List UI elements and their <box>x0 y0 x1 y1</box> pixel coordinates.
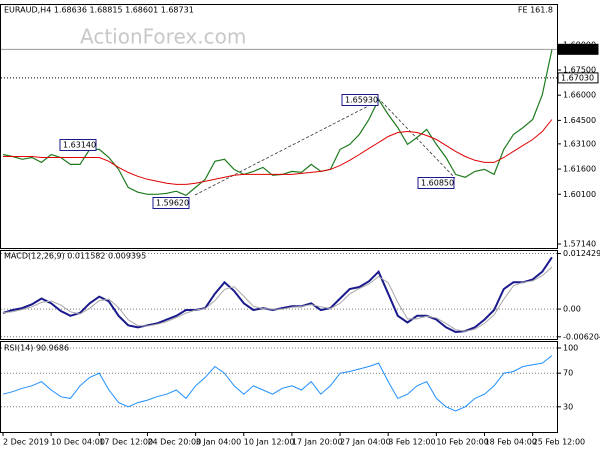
y-tick-label: 1.57140 <box>563 239 596 248</box>
rsi-panel <box>0 341 558 433</box>
macd-panel <box>0 250 558 340</box>
y-tick-label: 1.61600 <box>563 165 596 174</box>
annotation: 1.60850 <box>421 179 454 188</box>
x-tick-label: 3 Jan 04:00 <box>196 438 242 447</box>
x-tick-label: 3 Feb 12:00 <box>388 438 435 447</box>
y-tick-label: 0.00 <box>563 305 581 314</box>
price-panel <box>0 4 558 249</box>
series-line <box>2 49 553 196</box>
annotation: 1.65930 <box>345 96 378 105</box>
y-tick-label: 0.012429 <box>563 249 600 258</box>
macd-label: MACD(12,26,9) 0.011582 0.009395 <box>4 252 146 261</box>
price-label: 1.67030 <box>561 73 594 82</box>
y-tick-label: 30 <box>563 402 573 411</box>
x-tick-label: 10 Feb 20:00 <box>436 438 488 447</box>
fe-label: FE 161.8 <box>518 6 553 15</box>
series-line <box>2 266 553 332</box>
series-line <box>2 355 553 412</box>
swing-line <box>194 99 456 196</box>
annotation: 1.59620 <box>156 199 189 208</box>
watermark: ActionForex.com <box>80 25 246 49</box>
annotation: 1.63140 <box>63 141 96 150</box>
y-tick-label: 1.60100 <box>563 190 596 199</box>
annotation-box <box>341 94 379 106</box>
annotation-box <box>59 139 97 151</box>
y-tick-label: 100 <box>563 344 578 353</box>
x-tick-label: 2 Dec 2019 <box>3 438 49 447</box>
x-tick-label: 27 Jan 04:00 <box>340 438 391 447</box>
y-tick-label: 70 <box>563 369 573 378</box>
series-line <box>2 256 553 334</box>
y-tick-label: 1.64500 <box>563 116 596 125</box>
x-tick-label: 24 Dec 20:00 <box>147 438 201 447</box>
x-tick-label: 17 Jan 20:00 <box>292 438 343 447</box>
price-label-box <box>557 43 599 55</box>
x-tick-label: 25 Feb 12:00 <box>533 438 585 447</box>
x-tick-label: 10 Jan 12:00 <box>244 438 295 447</box>
y-tick-label: 1.63100 <box>563 139 596 148</box>
price-label: 1.68731 <box>561 45 594 54</box>
x-tick-label: 18 Feb 04:00 <box>485 438 537 447</box>
x-tick-label: 10 Dec 04:00 <box>51 438 105 447</box>
chart-title: EURAUD,H4 1.68636 1.68815 1.68601 1.6873… <box>4 6 194 15</box>
annotation-box <box>152 197 190 209</box>
x-tick-label: 17 Dec 12:00 <box>99 438 153 447</box>
price-label-box <box>557 72 599 84</box>
rsi-label: RSI(14) 90.9686 <box>4 344 69 353</box>
annotation-box <box>417 177 455 189</box>
y-tick-label: -0.006204 <box>563 332 600 341</box>
y-tick-label: 1.67500 <box>563 65 596 74</box>
y-tick-label: 1.66000 <box>563 91 596 100</box>
series-line <box>3 119 553 185</box>
